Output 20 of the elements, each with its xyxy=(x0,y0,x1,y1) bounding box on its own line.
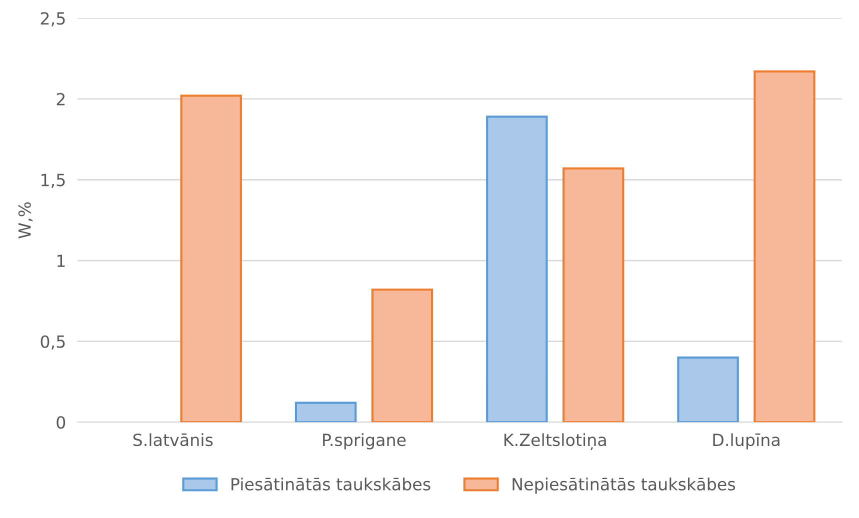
x-tick-label: P.sprigane xyxy=(323,433,406,450)
y-tick-label: 1 xyxy=(57,254,65,267)
x-tick-label: S.latvānis xyxy=(133,433,213,446)
bar xyxy=(677,356,739,422)
bar xyxy=(180,94,242,422)
y-tick-label: 2 xyxy=(56,92,65,106)
y-tick-label: 0,5 xyxy=(40,335,65,350)
x-tick-label: K.Zeltslotiņa xyxy=(504,433,606,450)
y-tick-label: 0 xyxy=(56,416,66,429)
y-axis-title: W,% xyxy=(18,202,33,238)
bar xyxy=(486,116,548,422)
bar xyxy=(371,288,434,422)
y-tick-label: 1,5 xyxy=(42,174,65,188)
legend-label: Nepiesātinātās taukskābes xyxy=(512,478,736,494)
y-tick-label: 2,5 xyxy=(40,12,65,26)
legend-label: Piesātinātās taukskābes xyxy=(232,478,430,490)
bar xyxy=(562,167,624,422)
bar xyxy=(294,402,357,422)
bar xyxy=(754,70,816,422)
x-tick-label: D.lupīna xyxy=(713,433,780,450)
